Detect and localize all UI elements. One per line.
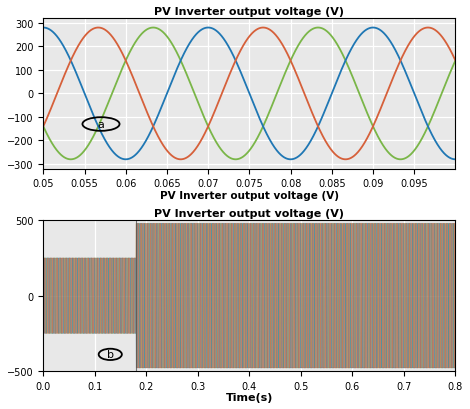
X-axis label: Time(s): Time(s) (226, 392, 273, 402)
Text: a: a (98, 120, 104, 130)
Title: PV Inverter output voltage (V): PV Inverter output voltage (V) (154, 7, 345, 17)
Text: b: b (107, 350, 114, 360)
Title: PV Inverter output voltage (V): PV Inverter output voltage (V) (154, 209, 345, 219)
X-axis label: PV Inverter output voltage (V): PV Inverter output voltage (V) (160, 190, 339, 200)
